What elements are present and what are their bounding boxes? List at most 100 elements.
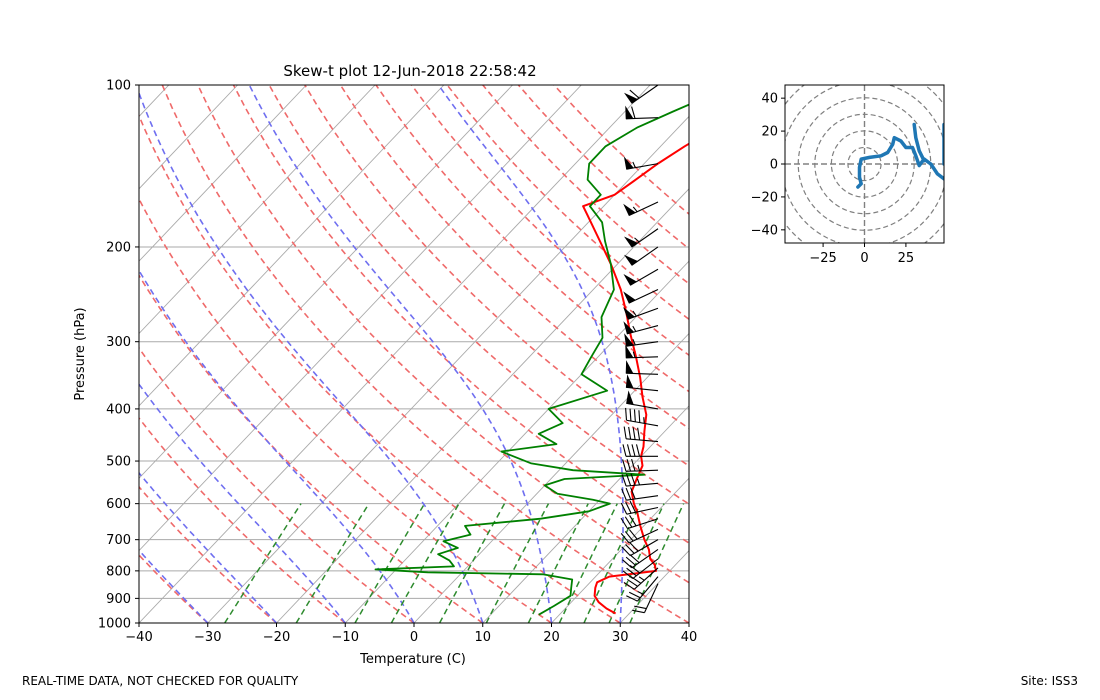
dry-adiabat [139, 197, 552, 623]
wind-barb [624, 228, 659, 248]
temperature-profile [582, 142, 689, 615]
dry-adiabat [232, 85, 689, 544]
isotherm-line [344, 260, 689, 623]
wind-barb [620, 515, 659, 530]
isotherm-line [276, 188, 689, 623]
hodo-y-tick-label: 0 [770, 158, 778, 173]
moist-adiabat [139, 268, 415, 623]
y-axis-ticks: 100 200 300 400 500 600 700 800 900 1000 [98, 79, 139, 632]
wind-barb [623, 306, 659, 320]
wind-barb [620, 528, 659, 544]
hodo-y-tick-label: −20 [751, 190, 778, 205]
wind-barb [625, 407, 659, 427]
wind-barb [625, 374, 659, 392]
reference-lines [139, 85, 689, 623]
dry-adiabat [139, 553, 209, 623]
plot-frame [138, 84, 690, 624]
wind-barb [625, 105, 659, 120]
dry-adiabat [139, 485, 278, 623]
isotherm-line [551, 477, 689, 623]
dry-adiabat [482, 85, 689, 285]
wind-barb [623, 268, 659, 286]
y-tick-label: 900 [106, 592, 131, 607]
isotherm-line [482, 405, 689, 623]
wind-barb [623, 321, 659, 335]
x-tick-label: 0 [410, 630, 418, 645]
wind-barb [623, 156, 659, 170]
isotherm-line [139, 85, 376, 335]
x-tick-label: 20 [543, 630, 560, 645]
dewpoint-profile [374, 103, 689, 616]
wind-barb [626, 390, 659, 410]
wind-barb [623, 201, 659, 217]
dry-adiabat [446, 85, 689, 321]
wind-barb [625, 360, 659, 375]
isotherm-line [139, 85, 582, 552]
mixing-ratio-line [224, 503, 302, 623]
x-tick-label: −20 [263, 630, 290, 645]
mixing-ratio-line [295, 503, 370, 623]
isotherm-line [139, 85, 651, 623]
wind-barb [632, 583, 659, 614]
mixing-ratio-line [438, 503, 506, 623]
y-tick-label: 200 [106, 240, 131, 255]
mixing-ratio-line [629, 503, 685, 623]
hodograph-axes: −25 0 25 40 20 0 −20 −40 [751, 84, 945, 266]
y-tick-label: 100 [106, 79, 131, 94]
isotherm-line [688, 622, 689, 623]
dry-adiabat [410, 85, 689, 357]
hodograph-trace [856, 122, 944, 189]
moist-adiabat [139, 471, 278, 623]
isotherm-line [207, 115, 689, 623]
x-tick-label: −30 [194, 630, 221, 645]
moist-adiabat [139, 382, 346, 623]
isotherm-line [139, 85, 238, 190]
wind-barb [621, 487, 659, 501]
wind-barb [622, 458, 659, 472]
hodo-x-tick-label: 0 [860, 251, 868, 266]
isotherm-line [413, 332, 689, 623]
y-axis-label: Pressure (hPa) [73, 307, 88, 400]
wind-barb [621, 473, 659, 487]
x-axis-ticks: −40 −30 −20 −10 0 10 20 30 40 [125, 623, 697, 645]
grid-lines [139, 85, 689, 623]
wind-barb [625, 344, 659, 359]
wind-barbs [620, 84, 659, 614]
wind-barb [622, 444, 658, 457]
isotherm-line [139, 85, 445, 407]
profile-lines [374, 103, 689, 616]
mixing-ratio-line [558, 503, 618, 623]
hodo-y-tick-label: 40 [761, 92, 778, 107]
dry-adiabat [268, 85, 689, 506]
moist-adiabat [139, 549, 209, 623]
wind-barb [622, 549, 659, 569]
moist-adiabat [139, 90, 484, 623]
dry-adiabat [139, 273, 484, 623]
x-tick-label: 10 [474, 630, 491, 645]
wind-barb [623, 289, 659, 304]
hodograph-line [912, 122, 926, 163]
hodograph-ticks: −25 0 25 40 20 0 −20 −40 [751, 92, 915, 266]
x-tick-label: −40 [125, 630, 152, 645]
y-tick-label: 500 [106, 455, 131, 470]
x-tick-label: 40 [681, 630, 698, 645]
y-tick-label: 300 [106, 335, 131, 350]
skewt-axes: Skew-t plot 12-Jun-2018 22:58:42 −40 −30 −… [73, 62, 697, 667]
hodo-y-tick-label: 20 [761, 125, 778, 140]
dry-adiabat [139, 346, 415, 623]
quality-disclaimer: REAL-TIME DATA, NOT CHECKED FOR QUALITY [22, 674, 299, 688]
dry-adiabat [375, 85, 689, 393]
wind-barb [620, 500, 659, 515]
dry-adiabat [139, 416, 346, 623]
wind-barb [624, 333, 659, 347]
mixing-ratio-line [608, 503, 665, 623]
y-tick-label: 1000 [98, 617, 131, 632]
chart-title: Skew-t plot 12-Jun-2018 22:58:42 [283, 62, 536, 80]
hodo-y-tick-label: −40 [751, 223, 778, 238]
wind-barb [621, 539, 659, 557]
y-tick-label: 700 [106, 533, 131, 548]
y-tick-label: 600 [106, 497, 131, 512]
hodograph-grid [785, 85, 944, 243]
mixing-ratio-line [354, 503, 426, 623]
